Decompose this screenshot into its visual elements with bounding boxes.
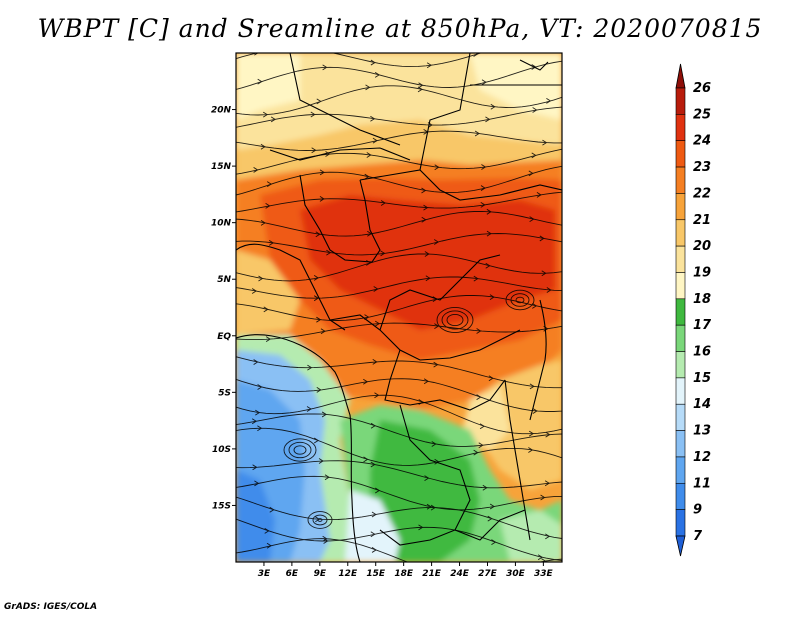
lat-tick-label: 5S bbox=[218, 388, 231, 398]
lon-tick-label: 12E bbox=[338, 569, 358, 579]
colorbar-label: 12 bbox=[693, 450, 711, 465]
lat-tick-label: 5N bbox=[217, 275, 231, 285]
lat-tick-label: 15N bbox=[211, 162, 232, 172]
footer-credit: GrADS: IGES/COLA bbox=[4, 602, 98, 612]
lat-tick-label: EQ bbox=[217, 332, 231, 342]
lon-tick-label: 24E bbox=[450, 569, 470, 579]
lon-tick-label: 30E bbox=[506, 569, 526, 579]
colorbar-swatch bbox=[675, 430, 686, 458]
colorbar-label: 15 bbox=[693, 371, 711, 386]
lon-tick-label: 6E bbox=[286, 569, 299, 579]
colorbar-label: 23 bbox=[693, 160, 711, 175]
colorbar-label: 18 bbox=[693, 292, 711, 307]
colorbar-swatch bbox=[675, 272, 686, 300]
lon-tick-label: 27E bbox=[478, 569, 498, 579]
colorbar-label: 26 bbox=[693, 81, 711, 96]
colorbar-label: 7 bbox=[693, 529, 703, 544]
streamlines bbox=[236, 53, 562, 562]
colorbar-swatch bbox=[675, 377, 686, 405]
lon-tick-label: 18E bbox=[394, 569, 414, 579]
colorbar-label: 25 bbox=[693, 107, 711, 122]
latitude-axis: 20N 15N 10N 5N EQ 5S 10S 15S bbox=[211, 106, 232, 512]
colorbar-label: 16 bbox=[693, 345, 711, 360]
colorbar-label: 20 bbox=[693, 239, 711, 254]
colorbar-swatch bbox=[675, 219, 686, 247]
colorbar-label: 19 bbox=[693, 265, 711, 280]
lon-tick-label: 15E bbox=[366, 569, 386, 579]
country-borders bbox=[236, 53, 562, 562]
colorbar-label: 13 bbox=[693, 424, 711, 439]
colorbar-label: 24 bbox=[693, 134, 711, 149]
colorbar-swatch bbox=[675, 298, 686, 326]
lon-tick-label: 33E bbox=[534, 569, 554, 579]
colorbar-swatch bbox=[675, 114, 686, 142]
axis-ticks bbox=[232, 109, 544, 566]
colorbar-swatch bbox=[675, 456, 686, 484]
lon-tick-label: 3E bbox=[258, 569, 271, 579]
colorbar-swatch bbox=[675, 351, 686, 379]
colorbar-top-triangle bbox=[675, 63, 686, 89]
colorbar-swatch bbox=[675, 482, 686, 510]
lon-tick-label: 9E bbox=[314, 569, 327, 579]
chart-title: WBPT [C] and Sreamline at 850hPa, VT: 20… bbox=[37, 14, 763, 43]
colorbar-label: 21 bbox=[693, 213, 711, 228]
colorbar-swatch bbox=[675, 324, 686, 352]
colorbar-label: 9 bbox=[693, 503, 702, 518]
longitude-axis: 3E 6E 9E 12E 15E 18E 21E 24E 27E 30E 33E bbox=[258, 569, 554, 579]
lon-tick-label: 21E bbox=[422, 569, 442, 579]
lat-tick-label: 10S bbox=[212, 445, 231, 455]
colorbar-label: 22 bbox=[693, 186, 711, 201]
colorbar-swatch bbox=[675, 193, 686, 221]
colorbar-label: 14 bbox=[693, 397, 711, 412]
colorbar-label: 17 bbox=[693, 318, 712, 333]
colorbar-label: 11 bbox=[693, 476, 711, 491]
colorbar-swatch bbox=[675, 166, 686, 194]
lat-tick-label: 20N bbox=[211, 106, 232, 116]
colorbar-swatch bbox=[675, 87, 686, 115]
lat-tick-label: 15S bbox=[212, 501, 231, 511]
colorbar-swatch bbox=[675, 140, 686, 168]
lat-tick-label: 10N bbox=[211, 219, 232, 229]
map-frame bbox=[235, 52, 563, 563]
colorbar-swatch bbox=[675, 509, 686, 537]
colorbar-swatch bbox=[675, 403, 686, 431]
colorbar-bottom-triangle bbox=[675, 535, 686, 557]
colorbar-swatch bbox=[675, 245, 686, 273]
